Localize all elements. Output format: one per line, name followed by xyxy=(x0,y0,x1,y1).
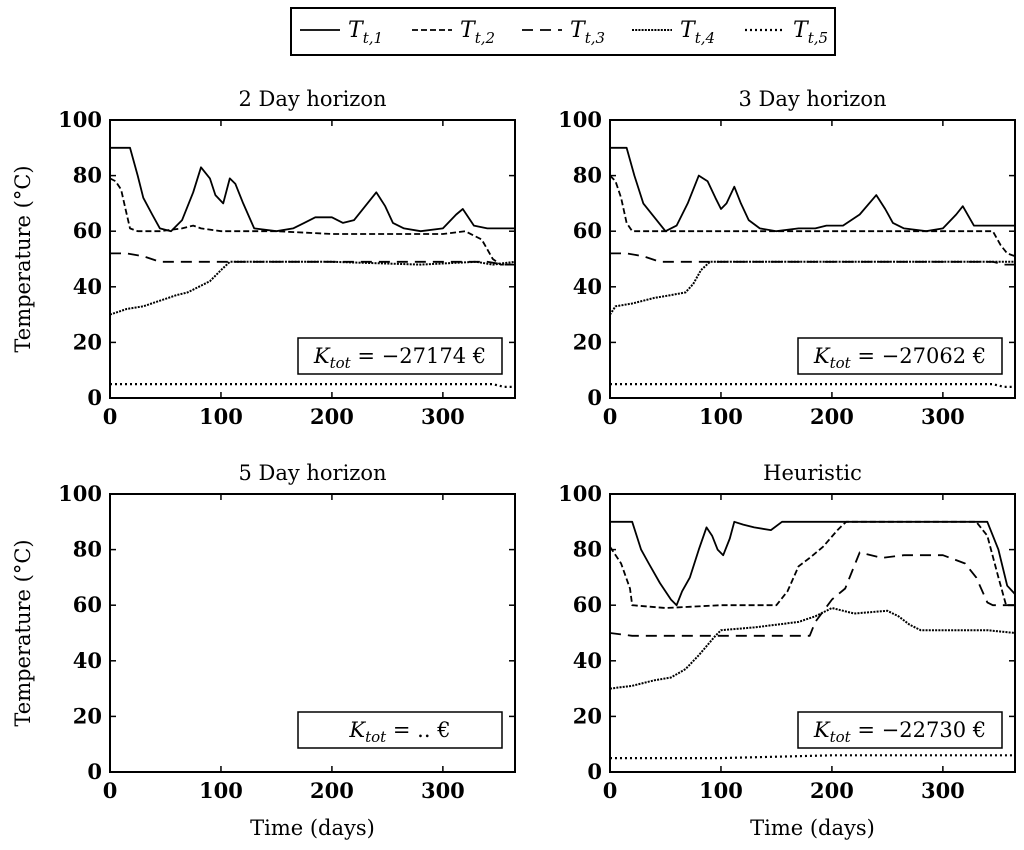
x-tick-label: 300 xyxy=(421,404,465,429)
series-line-t4 xyxy=(610,607,1015,690)
series-group xyxy=(610,520,1015,760)
series-line-t3 xyxy=(610,551,1015,637)
x-tick-label: 0 xyxy=(103,404,118,429)
y-tick-label: 60 xyxy=(573,218,602,243)
legend-frame xyxy=(290,7,836,56)
x-tick-label: 100 xyxy=(199,404,243,429)
series-line-t4 xyxy=(110,260,515,316)
cost-annotation-text: Ktot = −27174 € xyxy=(313,344,486,372)
x-tick-label: 200 xyxy=(310,778,354,803)
x-tick-label: 200 xyxy=(810,404,854,429)
y-tick-label: 100 xyxy=(558,107,602,132)
cost-annotation: Ktot = −22730 € xyxy=(797,711,1003,749)
panel-title: 3 Day horizon xyxy=(738,87,886,111)
y-tick-label: 100 xyxy=(558,481,602,506)
y-tick-label: 80 xyxy=(573,537,602,562)
x-tick-label: 0 xyxy=(603,778,618,803)
legend-label: Tt,3 xyxy=(570,18,605,47)
panel-5-day-horizon: 0 100 200 300 0 20 40 60 80 100 5 Day horizon Time … xyxy=(11,461,516,840)
legend-label: Tt,2 xyxy=(460,18,495,47)
x-tick-label: 0 xyxy=(103,778,118,803)
series-line-t4 xyxy=(610,260,1015,316)
cost-annotation-text: Ktot = −27062 € xyxy=(813,344,986,372)
x-tick-label: 300 xyxy=(921,404,965,429)
cost-annotation-box xyxy=(297,711,503,749)
x-tick-label: 0 xyxy=(603,404,618,429)
series-line-t2 xyxy=(110,177,515,266)
cost-annotation: Ktot = −27062 € xyxy=(797,337,1003,375)
legend-entry-1: Tt,1 xyxy=(300,18,383,47)
x-tick-label: 100 xyxy=(699,404,743,429)
legend: Tt,1 Tt,2 Tt,3 Tt,4 Tt,5 xyxy=(290,7,836,56)
panel-3-day-horizon: 0 100 200 300 0 20 40 60 80 100 3 Day horizon Ktot … xyxy=(558,87,1016,429)
y-tick-label: 80 xyxy=(73,163,102,188)
y-axis-label: Temperature (°C) xyxy=(11,539,35,726)
panel-heuristic: 0 100 200 300 0 20 40 60 80 100 Heuristic Time (day… xyxy=(558,461,1016,840)
x-axis-label: Time (days) xyxy=(750,816,875,840)
x-tick-label: 300 xyxy=(921,778,965,803)
cost-annotation-box xyxy=(797,337,1003,375)
cost-annotation-box xyxy=(797,711,1003,749)
y-tick-label: 80 xyxy=(73,537,102,562)
y-tick-label: 20 xyxy=(73,703,102,728)
series-line-t1 xyxy=(610,520,1015,607)
panel-title: 2 Day horizon xyxy=(238,87,386,111)
y-tick-label: 20 xyxy=(573,703,602,728)
series-line-t5 xyxy=(110,383,515,388)
series-line-t1 xyxy=(110,146,515,233)
series-line-t1 xyxy=(610,146,1015,233)
cost-annotation-box xyxy=(297,337,503,375)
plot-frame xyxy=(109,493,516,773)
series-line-t3 xyxy=(110,252,515,266)
cost-annotation: Ktot = .. € xyxy=(297,711,503,749)
series-line-t5 xyxy=(610,383,1015,388)
plot-frame xyxy=(609,493,1016,773)
x-tick-label: 100 xyxy=(699,778,743,803)
series-line-t3 xyxy=(610,252,1015,266)
x-tick-label: 200 xyxy=(810,778,854,803)
cost-annotation-text: Ktot = −22730 € xyxy=(813,718,986,746)
y-tick-label: 60 xyxy=(573,592,602,617)
panel-title: 5 Day horizon xyxy=(238,461,386,485)
y-tick-label: 40 xyxy=(73,274,102,299)
y-tick-label: 0 xyxy=(587,385,602,410)
plot-frame xyxy=(609,119,1016,399)
y-axis-label: Temperature (°C) xyxy=(11,165,35,352)
y-tick-label: 20 xyxy=(573,329,602,354)
y-tick-label: 60 xyxy=(73,218,102,243)
x-tick-label: 100 xyxy=(199,778,243,803)
plot-frame xyxy=(109,119,516,399)
legend-label: Tt,1 xyxy=(348,18,383,47)
y-tick-label: 0 xyxy=(587,759,602,784)
series-group xyxy=(610,146,1015,388)
legend-label: Tt,5 xyxy=(793,18,828,47)
y-tick-label: 0 xyxy=(87,759,102,784)
panel-title: Heuristic xyxy=(763,461,862,485)
panel-2-day-horizon: 0 100 200 300 0 20 40 60 80 100 2 Day horizon Tempe… xyxy=(11,87,516,429)
series-line-t5 xyxy=(610,754,1015,760)
series-line-t2 xyxy=(610,520,1015,609)
y-tick-label: 0 xyxy=(87,385,102,410)
y-tick-label: 40 xyxy=(573,648,602,673)
legend-entry-4: Tt,4 xyxy=(632,18,715,47)
series-line-t2 xyxy=(610,174,1015,258)
x-tick-label: 200 xyxy=(310,404,354,429)
cost-annotation: Ktot = −27174 € xyxy=(297,337,503,375)
y-tick-label: 60 xyxy=(73,592,102,617)
legend-label: Tt,4 xyxy=(680,18,715,47)
y-tick-label: 40 xyxy=(573,274,602,299)
cost-annotation-text: Ktot = .. € xyxy=(348,718,450,746)
series-group xyxy=(110,146,515,388)
y-tick-label: 40 xyxy=(73,648,102,673)
y-tick-label: 100 xyxy=(58,107,102,132)
x-tick-label: 300 xyxy=(421,778,465,803)
y-tick-label: 100 xyxy=(58,481,102,506)
legend-entry-3: Tt,3 xyxy=(522,18,605,47)
y-tick-label: 80 xyxy=(573,163,602,188)
y-tick-label: 20 xyxy=(73,329,102,354)
legend-entry-5: Tt,5 xyxy=(745,18,828,47)
legend-entry-2: Tt,2 xyxy=(412,18,495,47)
x-axis-label: Time (days) xyxy=(250,816,375,840)
